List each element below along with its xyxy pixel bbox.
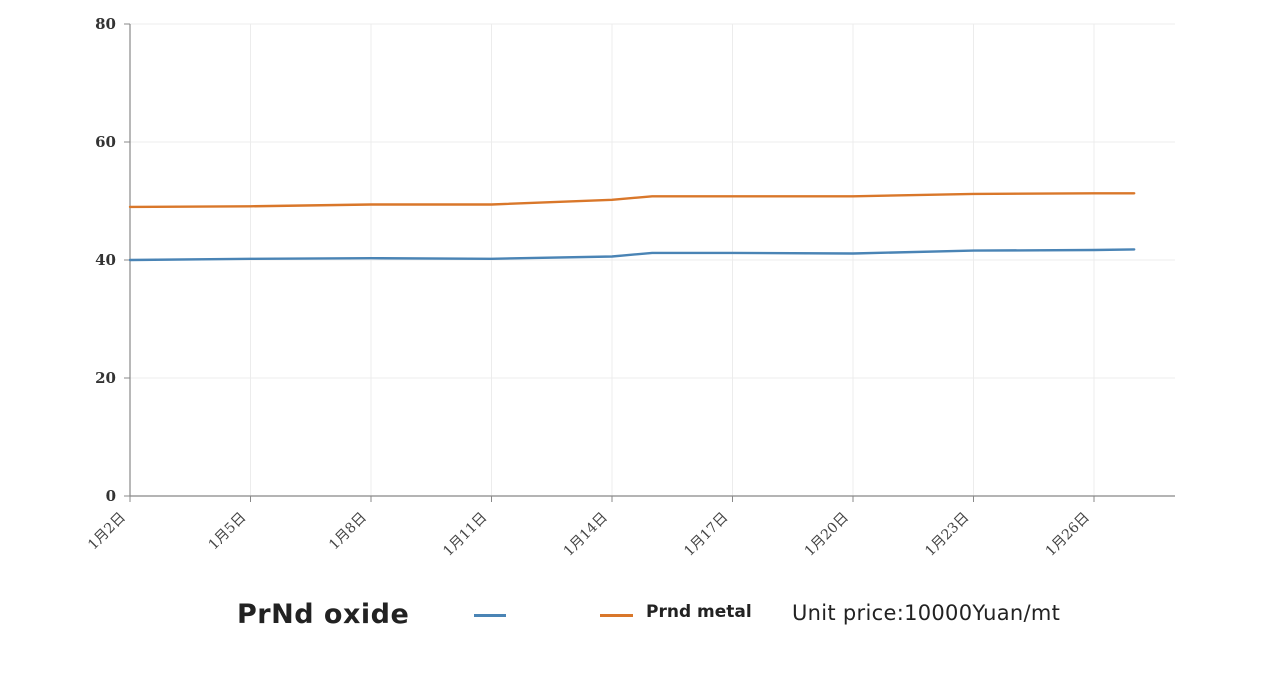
x-tick-label: 1月26日 — [1043, 510, 1093, 560]
y-tick-labels: 0 20 40 60 80 — [95, 15, 116, 505]
x-tick-label: 1月11日 — [440, 510, 490, 560]
legend-metal-swatch — [600, 614, 633, 617]
x-tick-label: 1月5日 — [206, 510, 250, 554]
y-tick-label: 40 — [95, 251, 116, 269]
legend-oxide-label: PrNd oxide — [237, 599, 410, 630]
x-tick-label: 1月23日 — [922, 510, 972, 560]
y-tick-label: 20 — [95, 369, 116, 387]
y-tick-label: 60 — [95, 133, 116, 151]
grid-lines — [124, 23, 1175, 502]
x-tick-label: 1月14日 — [561, 510, 611, 560]
legend-oxide-swatch — [474, 614, 506, 617]
x-tick-label: 1月2日 — [85, 510, 129, 554]
chart-legend: PrNd oxide Prnd metal Unit price:10000Yu… — [0, 596, 1269, 636]
legend-unit-label: Unit price:10000Yuan/mt — [792, 601, 1061, 625]
y-tick-label: 80 — [95, 15, 116, 33]
series-line-1 — [128, 248, 1136, 262]
y-tick-label: 0 — [106, 487, 116, 505]
x-tick-labels: 1月2日 1月5日 1月8日 1月11日 1月14日 1月17日 1月20日 1月23日 1月2… — [85, 510, 1093, 560]
x-tick-label: 1月20日 — [802, 510, 852, 560]
legend-metal-label: Prnd metal — [646, 602, 752, 622]
x-tick-label: 1月17日 — [681, 510, 731, 560]
series-line-2 — [128, 192, 1136, 209]
series-lines — [128, 192, 1136, 262]
x-tick-label: 1月8日 — [326, 510, 370, 554]
